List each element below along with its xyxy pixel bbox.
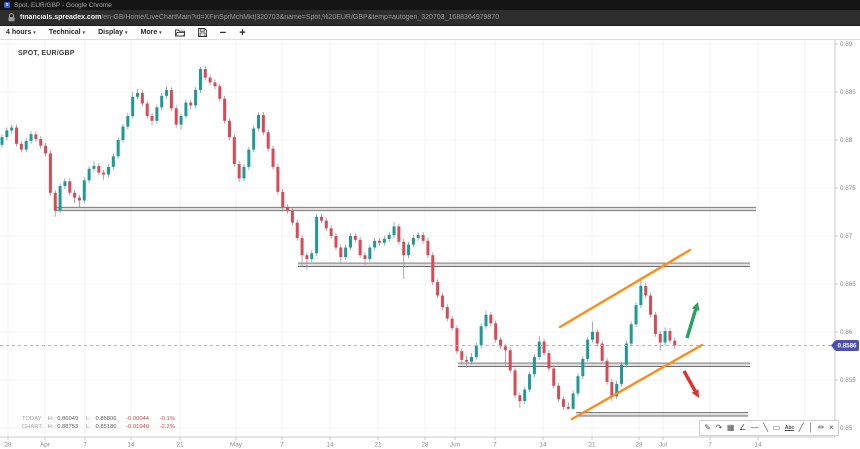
pen-tool-icon[interactable]: ✎ bbox=[704, 423, 711, 432]
window-title: Spot, EUR/GBP - Google Chrome bbox=[14, 1, 112, 9]
url-text: financials.spreadex.com/en-GB/Home/LiveC… bbox=[20, 14, 499, 21]
angle-tool-icon[interactable]: ∠ bbox=[738, 423, 747, 432]
svg-text:7: 7 bbox=[708, 442, 712, 449]
legend-today-label: TODAY: bbox=[22, 416, 43, 422]
gridlines bbox=[0, 40, 835, 437]
svg-text:14: 14 bbox=[539, 442, 547, 449]
svg-text:May: May bbox=[230, 442, 243, 449]
low-label: L: bbox=[85, 424, 91, 430]
chart-high-value: 0.88753 bbox=[57, 424, 79, 430]
y-axis-labels: 0.89 0.885 0.88 0.875 0.87 0.865 0.86 0.855 0.85 bbox=[835, 41, 856, 432]
plot-frame bbox=[0, 40, 836, 438]
chevron-down-icon: ▾ bbox=[159, 29, 162, 36]
low-label: L: bbox=[85, 416, 91, 422]
vertical-line-tool-icon[interactable]: │ bbox=[808, 423, 814, 432]
trendline-tool-icon[interactable]: ╲ bbox=[763, 423, 769, 432]
url-path: /en-GB/Home/LiveChartMain?id=XFinSprMchM… bbox=[101, 14, 500, 21]
svg-text:7: 7 bbox=[83, 442, 87, 449]
support-resistance-bands bbox=[54, 206, 756, 417]
timeframe-dropdown[interactable]: 4 hours ▾ bbox=[6, 29, 36, 36]
horizontal-line-tool-icon[interactable]: — bbox=[750, 423, 759, 432]
svg-text:0.865: 0.865 bbox=[840, 281, 856, 288]
svg-text:0.875: 0.875 bbox=[840, 185, 856, 192]
chevron-down-icon: ▾ bbox=[82, 29, 86, 36]
display-dropdown[interactable]: Display ▾ bbox=[98, 29, 127, 36]
svg-text:14: 14 bbox=[754, 442, 762, 449]
svg-text:0.855: 0.855 bbox=[840, 377, 856, 384]
technical-dropdown[interactable]: Technical ▾ bbox=[49, 29, 85, 36]
drawing-toolbar: ✎ ↷ ▦ ∠ — ╲ ▭ Abc ╱ │ ✏ × bbox=[699, 420, 839, 436]
svg-text:Jun: Jun bbox=[450, 442, 461, 449]
chart-change-value: -0.01940 bbox=[126, 424, 150, 430]
open-chart-button[interactable] bbox=[174, 29, 185, 37]
svg-text:14: 14 bbox=[326, 442, 334, 449]
more-label: More bbox=[140, 29, 158, 36]
svg-text:28: 28 bbox=[421, 442, 429, 449]
high-label: H: bbox=[47, 416, 54, 422]
down-arrow bbox=[682, 370, 699, 398]
more-dropdown[interactable]: More ▾ bbox=[141, 29, 162, 36]
chevron-down-icon: ▾ bbox=[33, 29, 36, 36]
floppy-disk-icon bbox=[197, 28, 207, 37]
save-chart-button[interactable] bbox=[197, 28, 207, 37]
candles bbox=[0, 66, 677, 410]
legend-chart-row: CHART: H: 0.88753 L: 0.85186 -0.01940 -2… bbox=[22, 423, 180, 431]
svg-text:0.8586: 0.8586 bbox=[838, 343, 857, 350]
timeframe-label: 4 hours bbox=[6, 29, 32, 36]
svg-text:28: 28 bbox=[635, 442, 643, 449]
up-arrow bbox=[685, 302, 700, 339]
svg-text:0.885: 0.885 bbox=[840, 89, 856, 96]
chart-change-pct: -2.2% bbox=[159, 424, 175, 430]
diagonal-line-tool-icon[interactable]: ╱ bbox=[798, 423, 804, 432]
svg-text:7: 7 bbox=[493, 442, 497, 449]
text-tool-icon[interactable]: Abc bbox=[784, 425, 795, 431]
chart-symbol-label: SPOT, EUR/GBP bbox=[18, 50, 75, 57]
close-toolbar-icon[interactable]: × bbox=[828, 423, 834, 432]
display-label: Display bbox=[98, 29, 124, 36]
svg-text:0.85: 0.85 bbox=[840, 425, 853, 432]
today-high-value: 0.86049 bbox=[57, 416, 79, 422]
window-titlebar: S Spot, EUR/GBP - Google Chrome bbox=[0, 0, 860, 10]
zoom-out-button[interactable]: − bbox=[219, 26, 227, 39]
ohlc-legend: TODAY: H: 0.86049 L: 0.85806 -0.00044 -0… bbox=[22, 415, 180, 431]
curve-tool-icon[interactable]: ↷ bbox=[715, 423, 723, 432]
folder-open-icon bbox=[174, 29, 185, 36]
svg-text:Jul: Jul bbox=[659, 442, 667, 449]
url-domain: financials.spreadex.com bbox=[20, 14, 102, 21]
svg-text:Apr: Apr bbox=[40, 442, 50, 449]
svg-text:7: 7 bbox=[280, 442, 284, 449]
svg-text:14: 14 bbox=[127, 442, 135, 449]
chart-toolbar: 4 hours ▾ Technical ▾ Display ▾ More ▾ −… bbox=[0, 26, 860, 40]
annotation-arrows bbox=[682, 302, 700, 398]
svg-text:21: 21 bbox=[374, 442, 382, 449]
svg-text:0.86: 0.86 bbox=[840, 329, 853, 336]
svg-text:28: 28 bbox=[4, 442, 12, 449]
svg-text:0.88: 0.88 bbox=[840, 137, 853, 144]
high-label: H: bbox=[47, 424, 54, 430]
x-axis-labels: 28 Apr 7 14 21 May 7 14 21 28 Jun 7 14 21 28 Jul 7 14 bbox=[4, 437, 762, 449]
ssl-lock-icon bbox=[8, 13, 15, 22]
trendlines bbox=[558, 248, 704, 421]
svg-text:21: 21 bbox=[176, 442, 184, 449]
legend-chart-label: CHART: bbox=[22, 424, 43, 430]
legend-today-row: TODAY: H: 0.86049 L: 0.85806 -0.00044 -0… bbox=[22, 415, 180, 423]
today-low-value: 0.85806 bbox=[95, 416, 117, 422]
today-change-pct: -0.1% bbox=[159, 416, 175, 422]
site-favicon-icon: S bbox=[4, 2, 10, 8]
svg-text:0.87: 0.87 bbox=[840, 233, 853, 240]
today-change-value: -0.00044 bbox=[126, 416, 150, 422]
rectangle-tool-icon[interactable]: ▭ bbox=[772, 423, 781, 432]
chevron-down-icon: ▾ bbox=[125, 29, 128, 36]
technical-label: Technical bbox=[48, 29, 81, 36]
browser-url-bar[interactable]: financials.spreadex.com/en-GB/Home/LiveC… bbox=[0, 10, 860, 26]
zoom-in-button[interactable]: + bbox=[239, 26, 246, 39]
marker-tool-icon[interactable]: ✏ bbox=[817, 423, 825, 432]
chart-low-value: 0.85186 bbox=[95, 424, 117, 430]
svg-text:0.89: 0.89 bbox=[840, 41, 853, 48]
svg-text:21: 21 bbox=[588, 442, 596, 449]
price-badge: 0.8586 bbox=[831, 339, 859, 351]
grid-tool-icon[interactable]: ▦ bbox=[726, 423, 735, 432]
